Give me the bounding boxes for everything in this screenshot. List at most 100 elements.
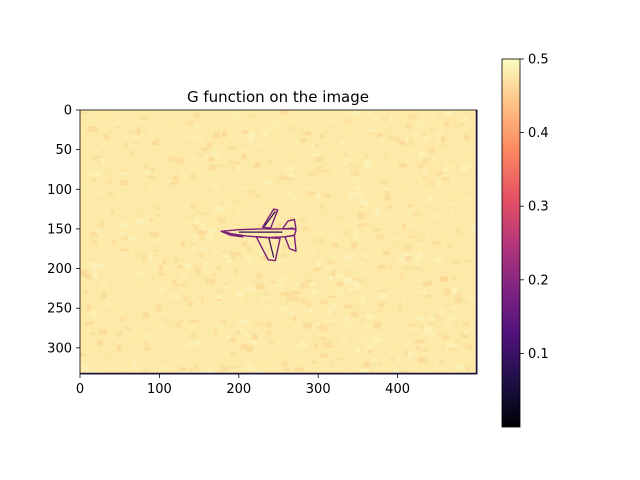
texture-cell: [357, 278, 366, 283]
texture-cell: [204, 261, 210, 266]
texture-cell: [132, 243, 138, 246]
texture-cell: [138, 212, 143, 218]
texture-cell: [205, 268, 213, 274]
texture-cell: [362, 113, 369, 116]
texture-cell: [412, 265, 420, 270]
texture-cell: [90, 311, 97, 317]
texture-cell: [98, 233, 105, 240]
texture-cell: [342, 131, 350, 138]
texture-cell: [239, 148, 249, 153]
y-tick-label: 250: [47, 302, 72, 317]
texture-cell: [337, 216, 345, 220]
texture-cell: [357, 223, 367, 227]
texture-cell: [315, 324, 321, 328]
texture-cell: [279, 233, 288, 236]
texture-cell: [115, 125, 122, 129]
texture-cell: [326, 276, 335, 280]
texture-cell: [105, 351, 114, 359]
texture-cell: [328, 302, 335, 308]
texture-cell: [116, 140, 121, 146]
texture-cell: [421, 290, 426, 295]
texture-cell: [151, 325, 157, 329]
texture-cell: [458, 123, 466, 126]
aircraft-edge-dark: [268, 238, 275, 258]
texture-cell: [82, 365, 90, 371]
texture-cell: [119, 317, 126, 321]
texture-cell: [88, 169, 94, 177]
texture-cell: [397, 256, 406, 261]
texture-cell: [353, 279, 360, 287]
x-tick-label: 100: [147, 382, 172, 397]
texture-cell: [313, 143, 319, 147]
texture-cell: [295, 140, 302, 144]
texture-cell: [91, 131, 96, 134]
texture-cell: [457, 182, 461, 189]
texture-cell: [409, 138, 414, 146]
texture-cell: [215, 164, 223, 167]
texture-cell: [91, 331, 95, 336]
texture-cell: [238, 289, 243, 294]
texture-cell: [286, 126, 295, 130]
texture-cell: [287, 246, 293, 249]
texture-cell: [427, 196, 434, 203]
texture-cell: [316, 251, 322, 257]
texture-cell: [418, 357, 428, 363]
texture-cell: [385, 361, 389, 365]
texture-cell: [442, 335, 450, 340]
texture-cell: [106, 180, 112, 185]
texture-cell: [237, 292, 243, 296]
texture-cell: [373, 133, 383, 136]
texture-cell: [400, 370, 408, 374]
texture-cell: [385, 118, 390, 122]
texture-cell: [123, 326, 131, 331]
texture-cell: [211, 273, 219, 276]
texture-cell: [358, 212, 365, 220]
texture-cell: [193, 266, 202, 273]
texture-cell: [465, 162, 472, 168]
texture-cell: [416, 237, 424, 242]
texture-cell: [147, 130, 153, 136]
texture-cell: [363, 259, 371, 267]
texture-cell: [336, 281, 344, 286]
texture-cell: [297, 217, 306, 222]
texture-cell: [419, 347, 428, 352]
texture-cell: [352, 111, 361, 116]
texture-cell: [401, 110, 409, 115]
texture-cell: [445, 343, 455, 350]
texture-cell: [455, 229, 461, 234]
texture-cell: [119, 235, 129, 240]
colorbar: [501, 58, 521, 428]
texture-cell: [187, 215, 195, 218]
texture-cell: [221, 254, 231, 259]
texture-cell: [180, 241, 185, 247]
texture-cell: [344, 277, 352, 284]
texture-cell: [175, 323, 181, 329]
x-tick-label: 200: [226, 382, 251, 397]
texture-cell: [225, 334, 231, 340]
texture-cell: [100, 180, 107, 186]
texture-cell: [132, 362, 138, 369]
colorbar-ticks: 0.1 0.2 0.3 0.4 0.5: [520, 53, 549, 362]
texture-cell: [312, 153, 320, 157]
texture-cell: [242, 132, 252, 138]
texture-cell: [257, 255, 265, 259]
texture-cell: [294, 282, 300, 285]
texture-cell: [327, 283, 331, 290]
texture-cell: [97, 160, 102, 164]
texture-cell: [363, 241, 367, 245]
texture-cell: [158, 272, 165, 276]
texture-cell: [334, 319, 343, 323]
texture-cell: [382, 251, 390, 256]
texture-cell: [453, 339, 463, 344]
texture-cell: [464, 197, 470, 202]
texture-cell: [415, 346, 420, 350]
texture-cell: [247, 114, 254, 117]
texture-cell: [260, 306, 268, 310]
texture-cell: [134, 367, 139, 372]
texture-cell: [143, 341, 149, 347]
texture-cell: [465, 133, 469, 138]
texture-cell: [233, 252, 241, 257]
texture-cell: [234, 268, 239, 274]
texture-cell: [234, 113, 240, 118]
texture-cell: [161, 365, 169, 370]
